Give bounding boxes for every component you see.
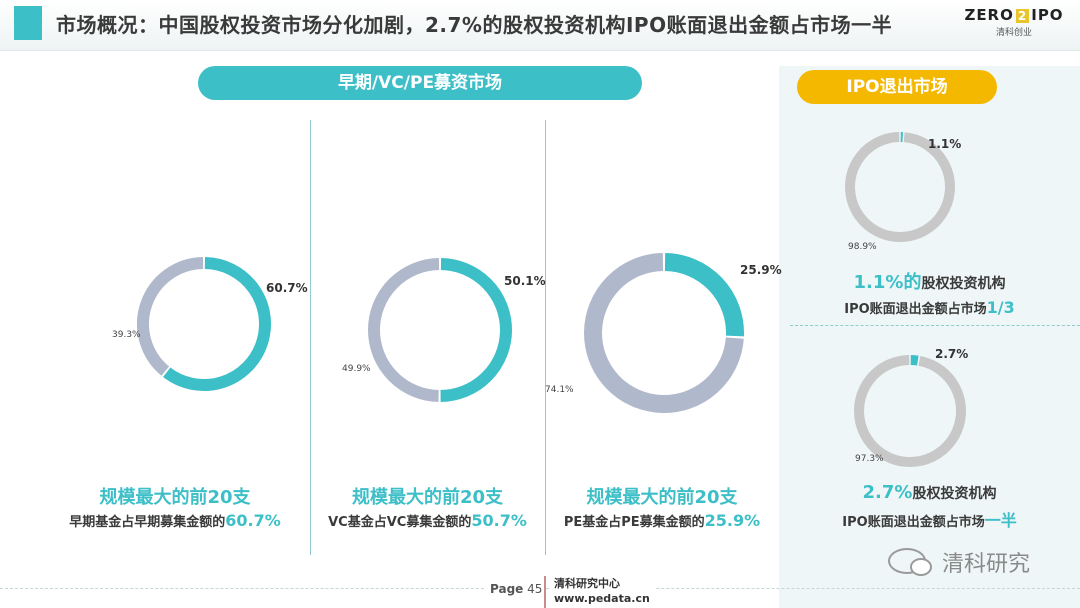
ipo-caption-2: 2.7%股权投资机构 IPO账面退出金额占市场一半	[779, 482, 1080, 531]
donut-chart-ipo-1: 1.1% 98.9%	[845, 132, 961, 252]
ipo-caption-headline: 2.7%股权投资机构	[779, 482, 1080, 503]
page-number: Page 45	[486, 582, 547, 596]
ipo-caption-detail: IPO账面退出金额占市场一半	[779, 507, 1080, 531]
ipo-caption-detail-value: 1/3	[986, 298, 1015, 317]
donut-label-highlight: 50.1%	[504, 274, 546, 288]
wechat-watermark: 清科研究	[888, 542, 1068, 578]
caption-vc: 规模最大的前20支 VC基金占VC募集金额的50.7%	[310, 483, 545, 530]
footer-separator	[544, 576, 546, 608]
caption-headline: 规模最大的前20支	[99, 487, 251, 508]
donut-segment-rest	[137, 257, 204, 376]
ipo-caption-detail-value: 一半	[984, 511, 1017, 530]
donut-segment-highlight	[664, 253, 744, 337]
column-divider	[310, 120, 311, 555]
donut-label-highlight: 2.7%	[935, 347, 968, 361]
logo-text-right: IPO	[1031, 6, 1064, 24]
ipo-panel	[779, 66, 1080, 608]
donut-chart-ipo-2: 2.7% 97.3%	[854, 347, 968, 467]
caption-detail-text: 早期基金占早期募集金额的	[69, 515, 226, 530]
logo-box: 2	[1015, 9, 1030, 23]
ipo-banner: IPO退出市场	[797, 70, 997, 104]
watermark-text: 清科研究	[942, 552, 1031, 577]
brand-logo: ZERO 2 IPO 清科创业	[962, 6, 1066, 42]
donut-chart-early: 60.7% 39.3%	[112, 257, 308, 391]
ipo-caption-text: 股权投资机构	[912, 486, 997, 502]
footer-org: 清科研究中心 www.pedata.cn	[550, 576, 654, 606]
caption-detail: 早期基金占早期募集金额的60.7%	[40, 511, 310, 530]
logo-subtitle: 清科创业	[995, 28, 1032, 38]
column-divider	[545, 120, 546, 555]
caption-detail-text: PE基金占PE募集金额的	[563, 515, 705, 530]
ipo-caption-text: 股权投资机构	[921, 276, 1006, 292]
ipo-caption-detail-text: IPO账面退出金额占市场	[842, 515, 985, 530]
ipo-caption-value: 1.1%的	[853, 272, 922, 293]
caption-detail-value: 50.7%	[471, 511, 527, 530]
ipo-caption-detail: IPO账面退出金额占市场1/3	[779, 298, 1080, 317]
donut-label-rest: 49.9%	[342, 364, 371, 374]
title-accent-block	[14, 6, 42, 40]
page-word: Page	[490, 582, 524, 596]
caption-detail-value: 60.7%	[225, 511, 281, 530]
caption-headline: 规模最大的前20支	[586, 487, 738, 508]
org-name: 清科研究中心	[554, 577, 620, 590]
donut-label-rest: 97.3%	[855, 454, 884, 464]
donut-segment-highlight	[440, 258, 512, 402]
donut-label-highlight: 1.1%	[928, 137, 961, 151]
caption-early: 规模最大的前20支 早期基金占早期募集金额的60.7%	[40, 483, 310, 530]
logo-text-left: ZERO	[964, 6, 1014, 24]
section-label-pe: PE募资	[627, 128, 687, 148]
caption-pe: 规模最大的前20支 PE基金占PE募集金额的25.9%	[545, 483, 779, 530]
org-url: www.pedata.cn	[554, 592, 650, 605]
caption-detail: PE基金占PE募集金额的25.9%	[545, 511, 779, 530]
donut-label-highlight: 25.9%	[740, 263, 782, 277]
ipo-divider	[790, 325, 1080, 326]
ipo-caption-1: 1.1%的股权投资机构 IPO账面退出金额占市场1/3	[779, 268, 1080, 317]
caption-detail-value: 25.9%	[704, 511, 761, 530]
page-number-value: 45	[527, 582, 543, 596]
donut-label-rest: 74.1%	[545, 385, 574, 395]
donut-label-highlight: 60.7%	[266, 281, 308, 295]
donut-chart-vc: 50.1% 49.9%	[342, 258, 546, 402]
caption-detail: VC基金占VC募集金额的50.7%	[310, 511, 545, 530]
donut-segment-highlight	[910, 355, 919, 366]
page-title: 市场概况：中国股权投资市场分化加剧，2.7%的股权投资机构IPO账面退出金额占市…	[56, 13, 893, 37]
donut-label-rest: 39.3%	[112, 330, 141, 340]
ipo-caption-detail-text: IPO账面退出金额占市场	[844, 302, 987, 317]
caption-headline: 规模最大的前20支	[351, 487, 504, 508]
ipo-caption-headline: 1.1%的股权投资机构	[779, 268, 1080, 294]
section-label-vc: VC募资	[403, 128, 464, 148]
donut-segment-rest	[854, 355, 966, 467]
donut-label-rest: 98.9%	[848, 242, 877, 252]
section-label-early: 早期募资	[168, 128, 236, 148]
donut-chart-pe: 25.9% 74.1%	[545, 253, 782, 413]
wechat-icon	[888, 548, 932, 576]
donut-segment-highlight	[163, 257, 271, 391]
fundraising-banner: 早期/VC/PE募资市场	[198, 66, 642, 100]
title-bar: 市场概况：中国股权投资市场分化加剧，2.7%的股权投资机构IPO账面退出金额占市…	[0, 0, 1080, 51]
caption-detail-text: VC基金占VC募集金额的	[328, 515, 472, 530]
donut-segment-rest	[584, 253, 744, 413]
ipo-caption-value: 2.7%	[862, 482, 913, 503]
donut-segment-rest	[845, 132, 955, 242]
donut-segment-rest	[368, 258, 440, 402]
